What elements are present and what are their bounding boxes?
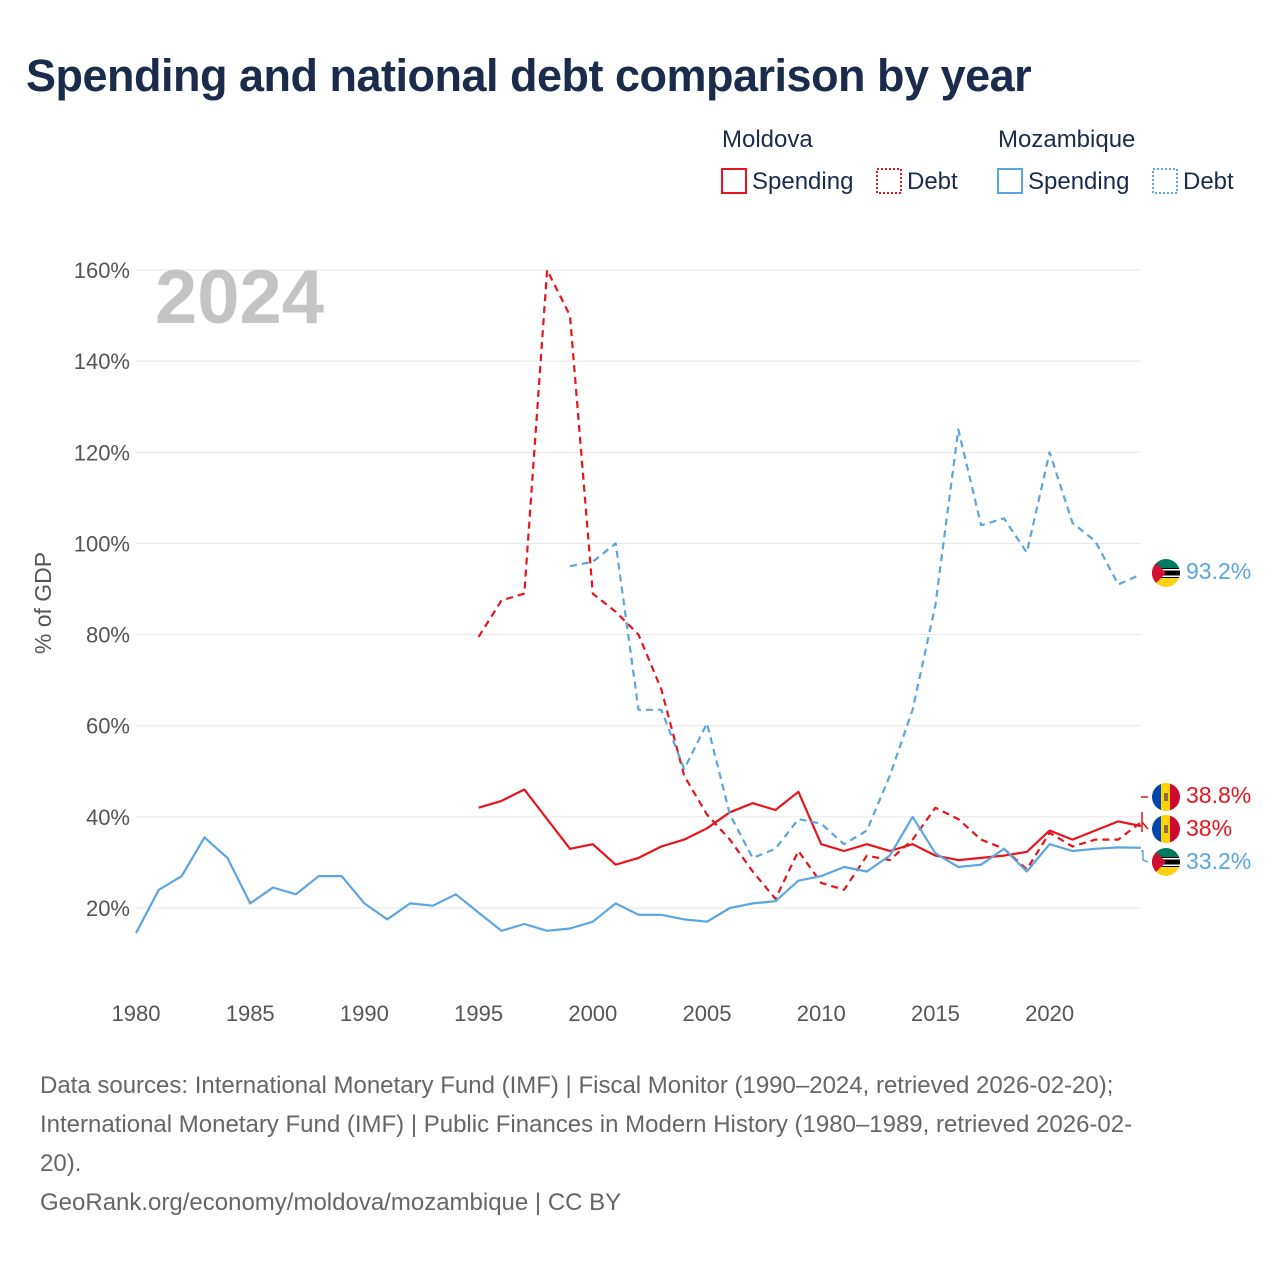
x-tick-label: 1995 [454,1001,503,1026]
x-tick-label: 2005 [683,1001,732,1026]
mozambique-flag-icon [1152,848,1180,876]
sources-line: International Monetary Fund (IMF) | Publ… [40,1111,1133,1138]
x-tick-label: 1985 [226,1001,275,1026]
y-tick-label: 160% [74,258,130,283]
series-line-moldova-spending [478,788,1142,866]
y-axis-label: % of GDP [30,552,56,654]
y-tick-label: 100% [74,531,130,556]
x-tick-label: 2020 [1025,1001,1074,1026]
y-axis-ticks: 20% 40% 60% 80% 100% 120% 140% 160% [74,258,130,921]
moldova-flag-icon [1152,783,1180,811]
end-label-moldova-spending: 38% [1186,815,1232,841]
credit-line: GeoRank.org/economy/moldova/mozambique |… [40,1189,622,1216]
legend-label-mozambique-spending: Spending [1028,168,1129,195]
legend: Moldova Spending Debt Mozambique Spendin… [721,126,1234,195]
series-lines [135,268,1142,934]
moldova-label-connector [1141,796,1149,832]
legend-swatch-mozambique-debt [1152,168,1178,194]
legend-group-moldova: Moldova [722,126,813,153]
series-line-mozambique-debt [569,428,1142,859]
end-label-mozambique-debt: 93.2% [1186,558,1251,584]
year-watermark: 2024 [155,255,324,340]
end-label-moldova-debt: 38.8% [1186,782,1251,808]
gridlines [136,269,1141,909]
legend-label-mozambique-debt: Debt [1183,168,1234,195]
x-tick-label: 2000 [568,1001,617,1026]
y-tick-label: 120% [74,440,130,465]
y-tick-label: 20% [86,896,130,921]
y-tick-label: 60% [86,714,130,739]
x-tick-label: 1980 [112,1001,161,1026]
legend-label-moldova-spending: Spending [752,168,853,195]
legend-group-mozambique: Mozambique [998,126,1135,153]
x-axis-ticks: 1980 1985 1990 1995 2000 2005 2010 2015 2020 [112,1001,1075,1026]
chart-title: Spending and national debt comparison by… [26,50,1032,101]
x-tick-label: 2015 [911,1001,960,1026]
x-tick-label: 1990 [340,1001,389,1026]
y-tick-label: 40% [86,805,130,830]
sources-line: 20). [40,1150,82,1177]
legend-swatch-moldova-spending [721,168,747,194]
mozambique-label-connector [1141,850,1149,863]
legend-swatch-mozambique-spending [997,168,1023,194]
legend-label-moldova-debt: Debt [907,168,958,195]
data-sources: Data sources: International Monetary Fun… [40,1066,1240,1222]
x-tick-label: 2010 [797,1001,846,1026]
end-label-mozambique-spending: 33.2% [1186,848,1251,874]
sources-line: Data sources: International Monetary Fun… [40,1072,1114,1099]
y-tick-label: 140% [74,349,130,374]
mozambique-flag-icon [1152,559,1180,587]
y-tick-label: 80% [86,623,130,648]
moldova-flag-icon [1152,815,1180,843]
legend-swatch-moldova-debt [876,168,902,194]
series-line-moldova-debt [477,268,1142,900]
chart-area: 20% 40% 60% 80% 100% 120% 140% 160% 1980 1985 199… [30,126,1251,1026]
series-line-mozambique-spending [135,815,1142,934]
